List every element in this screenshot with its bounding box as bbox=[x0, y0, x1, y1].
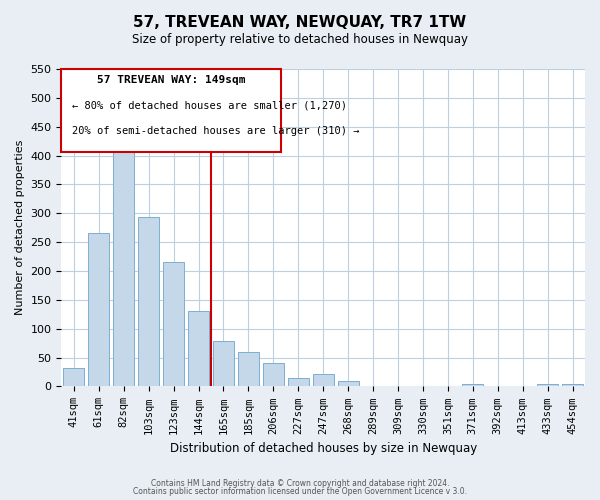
Text: 20% of semi-detached houses are larger (310) →: 20% of semi-detached houses are larger (… bbox=[72, 126, 359, 136]
Y-axis label: Number of detached properties: Number of detached properties bbox=[15, 140, 25, 316]
Text: Contains public sector information licensed under the Open Government Licence v : Contains public sector information licen… bbox=[133, 488, 467, 496]
Bar bbox=[313, 374, 334, 386]
Bar bbox=[462, 384, 484, 386]
Text: Contains HM Land Registry data © Crown copyright and database right 2024.: Contains HM Land Registry data © Crown c… bbox=[151, 478, 449, 488]
Bar bbox=[163, 262, 184, 386]
Bar bbox=[263, 364, 284, 386]
Text: Size of property relative to detached houses in Newquay: Size of property relative to detached ho… bbox=[132, 32, 468, 46]
Text: ← 80% of detached houses are smaller (1,270): ← 80% of detached houses are smaller (1,… bbox=[72, 100, 347, 110]
X-axis label: Distribution of detached houses by size in Newquay: Distribution of detached houses by size … bbox=[170, 442, 477, 455]
Bar bbox=[338, 381, 359, 386]
Bar bbox=[537, 384, 558, 386]
Bar bbox=[562, 384, 583, 386]
Bar bbox=[238, 352, 259, 386]
Bar bbox=[88, 234, 109, 386]
Bar bbox=[213, 342, 234, 386]
Bar bbox=[287, 378, 309, 386]
Text: 57 TREVEAN WAY: 149sqm: 57 TREVEAN WAY: 149sqm bbox=[97, 76, 245, 86]
Bar bbox=[138, 218, 159, 386]
Bar bbox=[63, 368, 85, 386]
Bar bbox=[188, 312, 209, 386]
Text: 57, TREVEAN WAY, NEWQUAY, TR7 1TW: 57, TREVEAN WAY, NEWQUAY, TR7 1TW bbox=[133, 15, 467, 30]
Bar bbox=[113, 140, 134, 386]
FancyBboxPatch shape bbox=[61, 69, 281, 152]
